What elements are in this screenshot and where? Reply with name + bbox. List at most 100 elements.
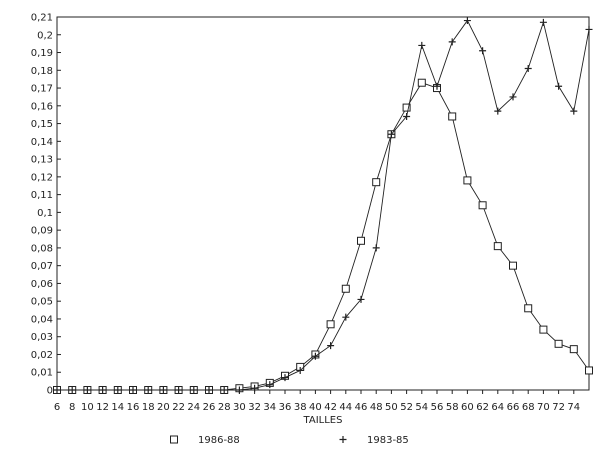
data-point [220,386,228,394]
legend-marker [170,435,178,444]
data-point [524,304,533,313]
data-point [175,386,183,394]
y-tick-label: 0,01 [31,368,53,379]
y-tick-label: 0,04 [31,314,53,325]
x-tick-label: 54 [415,402,428,413]
data-point [205,386,213,394]
x-tick-label: 30 [233,402,246,413]
data-point [357,295,365,303]
y-tick-label: 0,12 [31,172,53,183]
data-point [509,93,517,101]
data-point [251,384,259,392]
data-point [357,236,365,245]
x-tick-label: 20 [157,402,170,413]
x-tick-label: 46 [355,402,368,413]
legend-marker [339,436,347,443]
x-tick-label: 16 [127,402,140,413]
legend: 1986-88 1983-85 [170,435,409,446]
data-point [372,178,381,187]
y-tick-label: 0,06 [31,279,53,290]
x-tick-label: 6 [54,402,60,413]
data-point [159,386,167,394]
data-point [327,342,335,350]
data-point [539,325,548,334]
data-point [569,345,578,354]
x-tick-label: 56 [431,402,444,413]
plot-frame [56,16,590,391]
x-tick-label: 40 [309,402,322,413]
data-point [281,374,289,382]
x-tick-label: 48 [370,402,383,413]
x-tick-label: 22 [172,402,185,413]
data-point [266,381,274,389]
y-tick-label: 0,17 [31,84,53,95]
axes: 0 0,01 0,02 0,03 0,04 0,05 0,06 0,07 0,08 0,09 0,1… [31,13,590,413]
x-tick-label: 10 [81,402,94,413]
x-tick-label: 64 [491,402,504,413]
data-point [524,65,532,73]
series-line [57,82,590,391]
x-axis-label: TAILLES [303,415,343,426]
data-point [585,366,593,375]
x-tick-label: 38 [294,402,307,413]
data-point [585,25,593,33]
x-tick-label: 58 [446,402,459,413]
x-tick-label: 44 [339,402,352,413]
data-point [418,41,426,49]
y-tick-label: 0,19 [31,48,53,59]
data-point [402,103,411,112]
y-tick-label: 0,21 [31,13,53,24]
y-tick-label: 0,2 [37,30,53,41]
data-point [372,244,380,252]
data-point [403,112,411,120]
x-tick-label: 52 [400,402,413,413]
data-point [509,261,517,270]
x-tick-label: 62 [476,402,489,413]
x-tick-label: 42 [324,402,337,413]
x-tick-label: 12 [96,402,109,413]
y-tick-label: 0 [47,386,53,397]
data-point [539,18,547,26]
data-point [114,386,122,394]
data-point [99,386,107,394]
data-point [342,313,350,321]
data-point [144,386,152,394]
legend-label: 1983-85 [367,435,409,446]
series-line [57,19,590,391]
data-point [448,112,457,121]
x-tick-label: 66 [507,402,520,413]
y-tick-label: 0,16 [31,101,53,112]
y-tick-label: 0,1 [37,208,53,219]
data-point [341,284,350,293]
data-point [235,386,243,394]
x-tick-label: 36 [279,402,292,413]
data-point [554,339,563,348]
x-tick-label: 50 [385,402,398,413]
y-tick-label: 0,02 [31,350,53,361]
data-point [494,107,502,115]
y-tick-label: 0,03 [31,332,53,343]
data-point [463,17,471,25]
x-tick-label: 74 [567,402,580,413]
data-point [326,320,335,329]
x-tick-label: 68 [522,402,535,413]
data-point [478,201,487,210]
data-point [190,386,198,394]
x-tick-label: 32 [248,402,261,413]
data-point [311,352,319,360]
y-tick-label: 0,07 [31,261,53,272]
x-tick-label: 60 [461,402,474,413]
y-tick-label: 0,13 [31,155,53,166]
data-point [555,82,563,90]
x-tick-label: 26 [203,402,216,413]
data-point [129,386,137,394]
x-tick-label: 28 [218,402,231,413]
data-point [296,366,304,374]
y-tick-label: 0,15 [31,119,53,130]
x-tick-label: 34 [263,402,276,413]
x-tick-label: 18 [142,402,155,413]
y-tick-label: 0,14 [31,137,53,148]
x-tick-label: 24 [187,402,200,413]
data-point [68,386,76,394]
